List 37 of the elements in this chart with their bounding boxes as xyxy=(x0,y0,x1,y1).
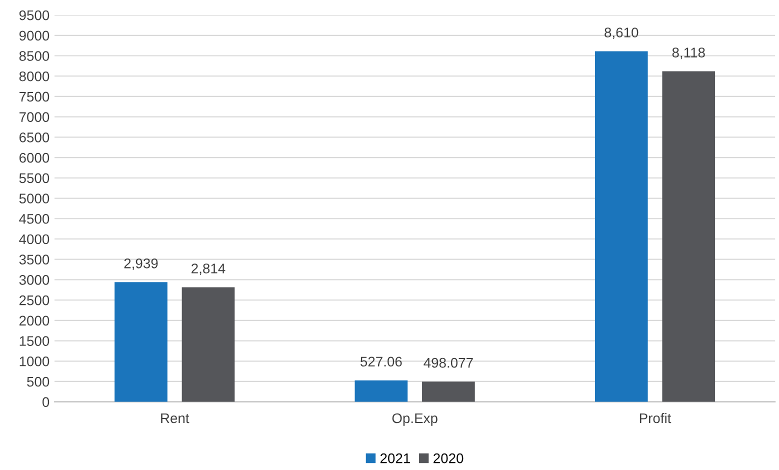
y-tick-label: 2500 xyxy=(19,295,50,306)
y-tick-label: 7500 xyxy=(19,92,50,102)
legend-label: 2020 xyxy=(434,453,464,464)
bar xyxy=(662,71,716,402)
y-tick-label: 9500 xyxy=(19,10,50,20)
y-tick-label: 1500 xyxy=(20,336,50,346)
y-tick-label: 3000 xyxy=(19,275,50,285)
y-tick-label: 5500 xyxy=(19,173,50,184)
y-tick-label: 8500 xyxy=(19,51,50,61)
y-tick-label: 5000 xyxy=(19,194,50,204)
bar xyxy=(182,287,235,402)
y-tick-label: 4000 xyxy=(19,234,50,244)
bar xyxy=(114,282,168,402)
data-label: 2,939 xyxy=(124,258,158,270)
y-tick-label: 500 xyxy=(27,376,50,387)
y-tick-label: 1000 xyxy=(20,356,50,366)
x-tick-label: Rent xyxy=(161,413,190,424)
y-tick-label: 6500 xyxy=(19,132,50,142)
data-label: 2,814 xyxy=(192,264,226,276)
legend-label: 2021 xyxy=(380,453,410,464)
x-tick-label: Op.Exp xyxy=(392,413,438,426)
data-label: 498.077 xyxy=(424,358,473,368)
y-tick-label: 3500 xyxy=(19,254,50,265)
bar xyxy=(422,382,475,402)
y-tick-label: 9000 xyxy=(19,30,50,41)
y-tick-label: 0 xyxy=(42,397,50,408)
y-tick-label: 2000 xyxy=(19,316,50,326)
data-label: 8,118 xyxy=(672,48,705,60)
data-label: 8,610 xyxy=(604,28,638,40)
x-tick-label: Profit xyxy=(640,412,672,424)
bar xyxy=(594,51,648,402)
y-tick-label: 7000 xyxy=(19,112,50,122)
y-tick-label: 8000 xyxy=(19,71,50,82)
y-tick-label: 6000 xyxy=(19,152,50,163)
bar xyxy=(354,380,408,402)
data-label: 527.06 xyxy=(360,356,402,367)
y-tick-label: 4500 xyxy=(19,214,50,224)
